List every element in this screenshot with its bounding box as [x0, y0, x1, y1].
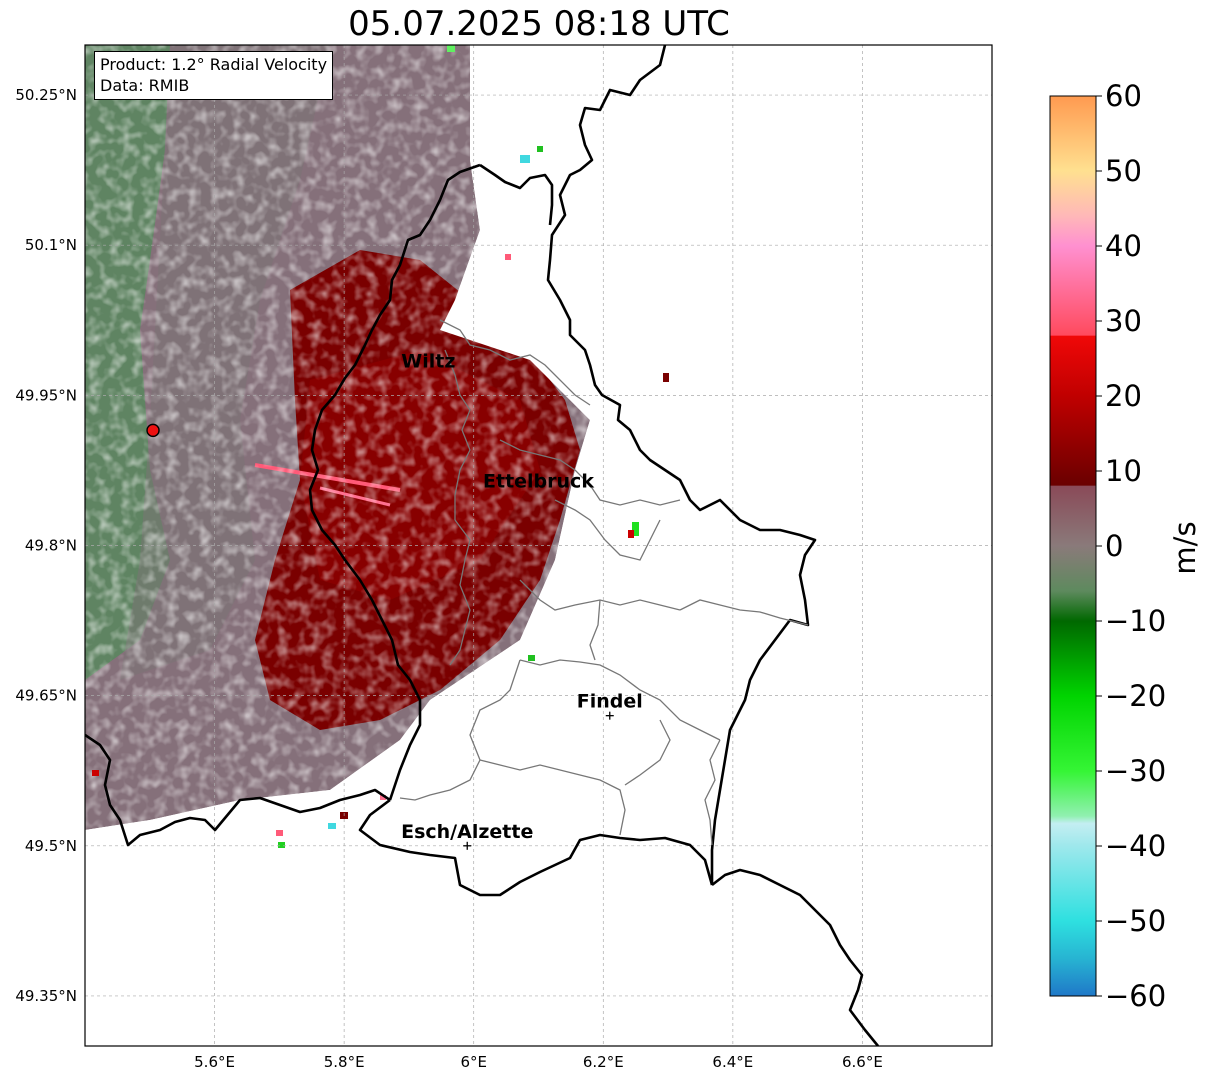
city-labels: Wiltz Ettelbruck Findel Esch/Alzette	[401, 350, 643, 850]
city-label: Esch/Alzette	[401, 821, 533, 843]
map-title: 05.07.2025 08:18 UTC	[348, 4, 730, 44]
map-frame	[84, 44, 993, 1047]
latitude-tick-labels: 50.25°N 50.1°N 49.95°N 49.8°N 49.65°N 49.5°N 4…	[15, 86, 77, 1005]
isolated-echo	[505, 254, 511, 260]
colorbar-tick-label: 40	[1105, 229, 1142, 263]
isolated-echo	[328, 823, 336, 829]
product-label: Product: 1.2° Radial Velocity	[100, 55, 328, 74]
isolated-echo	[278, 842, 285, 848]
product-info-box: Product: 1.2° Radial Velocity Data: RMIB	[94, 51, 334, 100]
lat-tick-label: 50.1°N	[25, 236, 77, 254]
city-label: Wiltz	[401, 350, 455, 372]
lon-tick-label: 6.4°E	[712, 1053, 753, 1071]
colorbar: 60 50 40 30 20 10 0 −10 −20 −30 −40 −50 −60 m/s	[1049, 79, 1202, 1013]
border-lu-de-south	[711, 868, 880, 1046]
isolated-echo	[628, 530, 634, 538]
isolated-echo	[528, 655, 535, 661]
border-be-lu-west	[308, 163, 481, 801]
longitude-tick-labels: 5.6°E 5.8°E 6°E 6.2°E 6.4°E 6.6°E	[194, 1053, 883, 1071]
lat-tick-label: 49.8°N	[25, 537, 77, 555]
colorbar-tick-label: −60	[1105, 979, 1166, 1013]
isolated-echo	[92, 770, 99, 776]
colorbar-tick-label: 30	[1105, 304, 1142, 338]
isolated-echo	[663, 373, 669, 382]
colorbar-tick-label: 10	[1105, 454, 1142, 488]
city-label: Ettelbruck	[483, 470, 594, 492]
isolated-echo	[380, 795, 386, 800]
city-label: Findel	[577, 691, 643, 713]
lat-tick-label: 49.65°N	[15, 687, 77, 705]
map-plot-area: Wiltz Ettelbruck Findel Esch/Alzette	[85, 45, 992, 1046]
lat-tick-label: 49.95°N	[15, 386, 77, 404]
colorbar-tick-label: 20	[1105, 379, 1142, 413]
colorbar-tick-label: −10	[1105, 604, 1166, 638]
colorbar-tick-label: 60	[1105, 79, 1142, 113]
radar-echo-field	[85, 45, 992, 1046]
lon-tick-label: 6°E	[460, 1053, 487, 1071]
lon-tick-label: 5.8°E	[324, 1053, 365, 1071]
colorbar-tick-label: −50	[1105, 904, 1166, 938]
canton-borders	[399, 319, 809, 846]
no-echo-area	[85, 45, 992, 1046]
border-be-lu-de-north	[546, 45, 817, 885]
lon-tick-label: 6.6°E	[842, 1053, 883, 1071]
isolated-echo	[520, 155, 530, 163]
colorbar-tick-label: 0	[1105, 529, 1123, 563]
colorbar-scale	[1049, 95, 1097, 997]
colorbar-tick-label: −20	[1105, 679, 1166, 713]
data-source-label: Data: RMIB	[100, 76, 190, 95]
border-be-fr	[85, 733, 391, 847]
colorbar-tick-label: 50	[1105, 154, 1142, 188]
colorbar-tick-labels: 60 50 40 30 20 10 0 −10 −20 −30 −40 −50 −60	[1096, 79, 1166, 1013]
isolated-echo	[276, 830, 283, 836]
lat-tick-label: 50.25°N	[15, 86, 77, 104]
lon-tick-label: 5.6°E	[194, 1053, 235, 1071]
border-lu-fr-south	[358, 798, 714, 897]
lat-tick-label: 49.35°N	[15, 987, 77, 1005]
colorbar-tick-label: −40	[1105, 829, 1166, 863]
country-borders	[85, 45, 880, 1046]
isolated-echo	[447, 45, 455, 52]
border-be-de-north	[479, 163, 554, 226]
colorbar-unit-label: m/s	[1168, 521, 1202, 574]
lon-tick-label: 6.2°E	[583, 1053, 624, 1071]
colorbar-tick-label: −30	[1105, 754, 1166, 788]
isolated-echo	[632, 522, 639, 536]
isolated-echo	[537, 146, 543, 152]
radar-site-marker	[146, 423, 160, 438]
lat-tick-label: 49.5°N	[25, 837, 77, 855]
